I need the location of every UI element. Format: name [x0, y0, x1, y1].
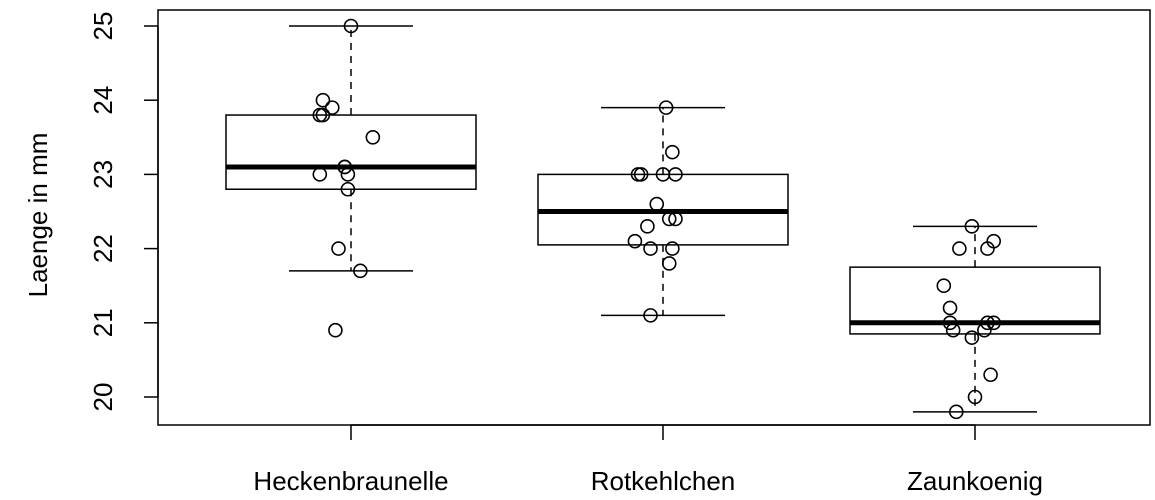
y-tick-label: 24 [88, 86, 118, 115]
x-tick-label: Heckenbraunelle [253, 466, 448, 496]
y-tick-label: 20 [88, 383, 118, 412]
boxes-layer [225, 25, 1101, 413]
data-point [312, 167, 328, 182]
data-point [633, 167, 649, 182]
data-point [340, 181, 356, 197]
box-group [849, 225, 1101, 413]
y-axis-label: Laenge in mm [23, 133, 53, 298]
data-point [964, 219, 980, 234]
box-group [225, 25, 477, 272]
data-point [980, 315, 995, 331]
data-point [977, 322, 992, 338]
data-point [353, 263, 368, 279]
data-point [649, 196, 665, 212]
data-point [340, 167, 356, 182]
data-point [331, 241, 346, 256]
y-tick-label: 25 [88, 12, 118, 41]
data-point [343, 18, 359, 34]
data-point [661, 211, 677, 227]
data-point [365, 130, 381, 145]
data-point [668, 167, 683, 182]
x-tick-label: Zaunkoenig [907, 466, 1043, 496]
x-tick-label: Rotkehlchen [591, 466, 736, 496]
data-point [668, 211, 683, 227]
data-point [324, 100, 340, 115]
data-point [967, 389, 983, 405]
y-axis: 20 21 22 23 24 25 [88, 12, 159, 412]
data-point [948, 404, 964, 420]
data-point [964, 330, 980, 345]
points-layer [312, 18, 1002, 420]
data-point [640, 219, 655, 234]
data-point [952, 241, 967, 256]
x-axis: Heckenbraunelle Rotkehlchen Zaunkoenig [253, 424, 1043, 496]
data-point [665, 241, 680, 256]
data-point [942, 315, 958, 331]
data-point [328, 322, 343, 338]
y-tick-label: 23 [88, 160, 118, 189]
data-point [980, 241, 995, 256]
data-point [936, 278, 952, 294]
data-point [945, 322, 961, 338]
data-point [337, 159, 353, 175]
data-point [665, 144, 680, 160]
y-tick-label: 21 [88, 308, 118, 337]
box-rect [225, 114, 477, 190]
data-point [661, 256, 677, 271]
box-group [537, 106, 789, 317]
data-point [643, 241, 658, 256]
y-tick-label: 22 [88, 234, 118, 263]
data-point [983, 367, 998, 383]
data-point [986, 315, 1002, 331]
data-point [643, 308, 658, 323]
data-point [312, 107, 328, 123]
data-point [315, 92, 331, 108]
data-point [627, 233, 643, 249]
data-point [942, 300, 958, 316]
data-point [658, 100, 674, 115]
